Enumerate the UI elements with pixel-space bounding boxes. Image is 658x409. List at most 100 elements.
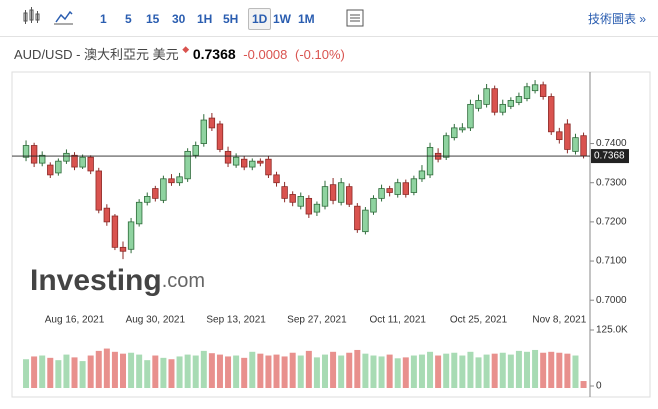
interval-button[interactable]: 5: [125, 12, 132, 26]
interval-button[interactable]: 5H: [223, 12, 239, 26]
volume-bar: [532, 349, 539, 388]
interval-button[interactable]: 1: [100, 12, 107, 26]
volume-bar: [136, 354, 143, 388]
volume-bar: [322, 354, 328, 388]
volume-bar: [499, 352, 506, 388]
candle-body: [499, 103, 506, 113]
x-tick-label: Aug 16, 2021: [45, 315, 105, 326]
candle-body: [491, 88, 498, 113]
volume-bar: [265, 355, 272, 388]
candle-body: [127, 221, 135, 250]
interval-button[interactable]: 1H: [197, 12, 213, 26]
volume-bar: [87, 355, 94, 388]
candle-body: [144, 196, 151, 203]
candle-body: [378, 188, 385, 199]
settings-icon[interactable]: [344, 7, 368, 31]
volume-bar: [443, 353, 450, 388]
candle-body: [184, 150, 191, 180]
volume-bar: [330, 351, 337, 388]
volume-bar: [451, 352, 458, 388]
symbol: AUD/USD - 澳大利亞元 美元: [14, 47, 179, 62]
last-price-box: [591, 149, 629, 164]
candle-body: [410, 178, 418, 193]
candle-body: [354, 205, 361, 231]
technical-chart-link[interactable]: 技術圖表 »: [588, 12, 647, 26]
volume-bar: [402, 357, 409, 388]
candle-body: [79, 156, 86, 168]
candle-body: [47, 164, 54, 176]
volume-bar: [144, 360, 151, 388]
chart-type-icons: [23, 7, 73, 25]
candle-body: [119, 246, 127, 252]
candle-body: [39, 154, 46, 164]
candle-body: [232, 156, 240, 166]
candle-body: [467, 103, 474, 129]
volume-bar: [128, 352, 135, 388]
volume-bar: [23, 359, 30, 388]
candle-body: [483, 88, 490, 105]
candle-body: [580, 135, 587, 157]
volume-bar: [475, 357, 482, 388]
volume-bar: [305, 350, 312, 388]
interval-button[interactable]: 1M: [298, 12, 315, 26]
candle-body: [418, 170, 426, 180]
volume-tick-label: 125.0K: [596, 325, 628, 336]
candle-body: [442, 135, 450, 158]
x-tick-label: Nov 8, 2021: [532, 315, 586, 326]
volume-bar: [273, 354, 280, 388]
candle-body: [321, 186, 329, 207]
x-tick-label: Oct 11, 2021: [369, 315, 426, 326]
candle-body: [224, 150, 232, 164]
volume-bar: [564, 353, 571, 388]
volume-bar: [540, 352, 547, 388]
candle-body: [539, 84, 547, 97]
volume-bar: [95, 350, 102, 388]
volume-bar: [225, 356, 232, 388]
volume-bar: [394, 358, 401, 388]
y-tick-label: 0.7000: [596, 295, 627, 306]
price: 0.7368: [192, 46, 236, 62]
volume-bar: [338, 355, 345, 388]
change: -0.0008: [243, 47, 288, 62]
interval-button[interactable]: 1D: [248, 8, 272, 30]
volume-bar: [120, 353, 126, 388]
candle-body: [426, 147, 434, 176]
candle-body: [168, 178, 175, 184]
volume-bar: [249, 351, 256, 388]
volume-bar: [31, 356, 38, 388]
volume-bar: [55, 360, 62, 388]
candle-body: [507, 100, 515, 107]
toolbar: 1 5 15 30 1H 5H 1D 1W 1M 技術圖表 »: [0, 0, 658, 37]
y-tick-label: 0.7100: [596, 256, 627, 267]
volume-bar: [483, 354, 490, 388]
candle-body: [176, 176, 183, 184]
volume-bar: [192, 355, 199, 388]
volume-bar: [103, 348, 110, 388]
candle-body: [30, 145, 38, 164]
quote-header: AUD/USD - 澳大利亞元 美元 ◆ 0.7368 -0.0008 (-0.…: [14, 44, 345, 63]
interval-button[interactable]: 30: [172, 12, 186, 26]
volume-tick-label: 0: [596, 381, 602, 392]
volume-bar: [459, 355, 466, 388]
x-tick-label: Sep 27, 2021: [287, 315, 347, 326]
candle-body: [192, 145, 199, 156]
chart-frame: [11, 71, 651, 398]
down-arrow: ◆: [182, 44, 190, 54]
volume-bar: [386, 354, 393, 388]
candle-body: [313, 203, 321, 213]
volume-bar: [71, 357, 78, 388]
volume-bar: [233, 355, 240, 388]
interval-button[interactable]: 1W: [273, 12, 291, 26]
candle-body: [556, 131, 563, 141]
y-tick-label: 0.7300: [596, 177, 627, 188]
volume-bar: [556, 352, 563, 388]
candle-body: [451, 127, 458, 139]
candle-body: [337, 182, 345, 203]
interval-button[interactable]: 15: [146, 12, 160, 26]
volume-bar: [362, 353, 369, 388]
candle-body: [208, 117, 216, 129]
volume-bar: [257, 353, 264, 388]
candle-body: [273, 174, 280, 184]
watermark: Investing.com: [30, 264, 205, 297]
candle-body: [572, 137, 579, 152]
